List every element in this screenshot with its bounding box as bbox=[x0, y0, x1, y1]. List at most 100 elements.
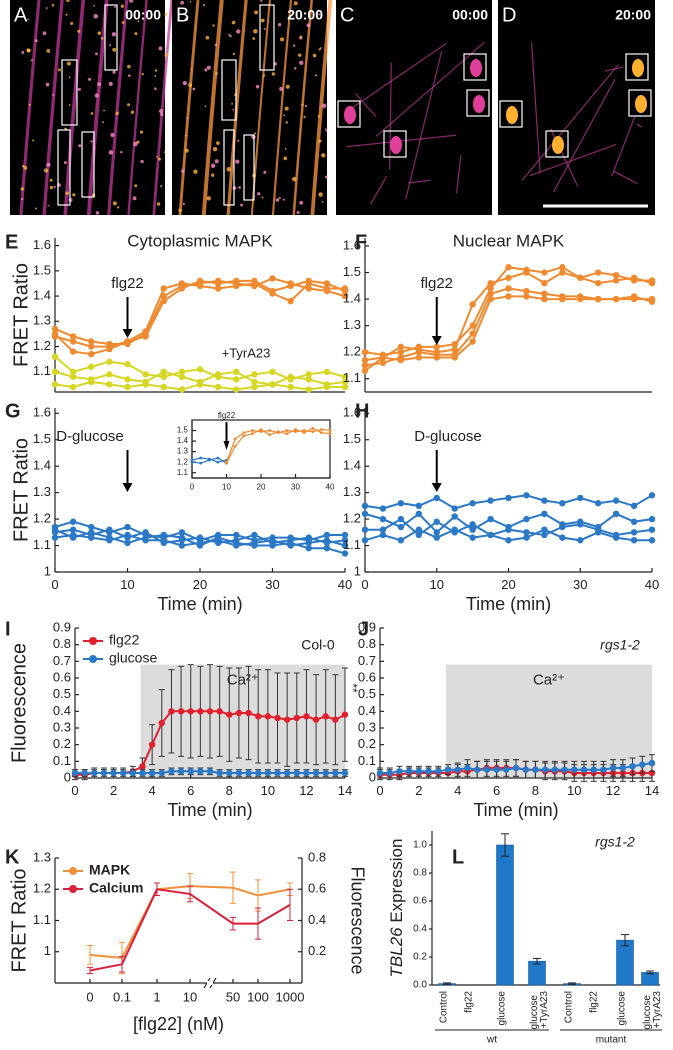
data-point bbox=[71, 769, 79, 777]
signal-speck bbox=[134, 184, 138, 188]
x-tick-label: 10 bbox=[183, 989, 197, 1004]
signal-speck bbox=[303, 115, 306, 119]
legend-label: glucose bbox=[109, 650, 157, 666]
y-tick-label: 0.8 bbox=[53, 636, 71, 651]
data-point bbox=[160, 297, 167, 305]
data-point bbox=[493, 766, 500, 773]
signal-speck bbox=[132, 196, 137, 201]
data-point bbox=[361, 510, 369, 518]
data-point bbox=[594, 279, 602, 287]
signal-speck bbox=[318, 13, 321, 16]
y-tick-label: 1.3 bbox=[33, 484, 51, 499]
y-tick-label: 0 bbox=[64, 769, 71, 784]
signal-speck bbox=[325, 129, 328, 132]
signal-speck bbox=[297, 53, 302, 57]
data-point bbox=[469, 526, 476, 533]
data-point bbox=[142, 529, 149, 536]
y-tick-label: 1.3 bbox=[177, 447, 189, 456]
data-point bbox=[505, 526, 512, 533]
data-point bbox=[196, 534, 204, 541]
signal-speck bbox=[232, 108, 235, 111]
data-point bbox=[91, 769, 98, 777]
data-point bbox=[124, 376, 131, 383]
data-point bbox=[323, 285, 331, 292]
timestamp: 00:00 bbox=[125, 7, 161, 23]
cell-signal bbox=[552, 78, 616, 193]
data-point bbox=[139, 763, 146, 770]
signal-speck bbox=[77, 29, 81, 33]
signal-speck bbox=[193, 169, 198, 174]
data-point bbox=[196, 366, 204, 373]
data-point bbox=[523, 492, 530, 499]
signal-speck bbox=[127, 103, 131, 107]
data-point bbox=[88, 534, 95, 541]
data-point bbox=[287, 297, 294, 305]
data-point bbox=[332, 716, 339, 723]
signal-speck bbox=[94, 93, 99, 98]
data-point bbox=[178, 373, 186, 381]
data-point bbox=[612, 295, 620, 303]
data-point bbox=[285, 429, 289, 432]
signal-speck bbox=[78, 144, 82, 148]
data-point bbox=[196, 381, 204, 388]
data-point bbox=[196, 542, 204, 549]
series-line bbox=[364, 295, 652, 372]
signal-speck bbox=[115, 111, 119, 116]
data-point bbox=[269, 381, 276, 388]
signal-speck bbox=[192, 87, 196, 91]
data-point bbox=[505, 274, 512, 282]
data-point bbox=[303, 769, 310, 777]
y-tick-label: 0.3 bbox=[53, 719, 71, 734]
x-tick-label: 4 bbox=[149, 783, 156, 798]
y-tick-label: 0.2 bbox=[358, 736, 376, 751]
signal-speck bbox=[317, 115, 321, 118]
x-tick-label: 0 bbox=[190, 482, 195, 491]
data-point bbox=[142, 371, 149, 378]
data-point bbox=[594, 529, 602, 536]
x-tick-label: 20 bbox=[193, 577, 207, 592]
nucleus bbox=[552, 136, 564, 154]
data-point bbox=[245, 769, 252, 777]
data-point bbox=[177, 708, 185, 715]
y-tick-label: 1 bbox=[354, 563, 361, 578]
y-tick-label: 1.5 bbox=[177, 426, 189, 435]
data-point bbox=[379, 515, 387, 523]
x-tick-label: 40 bbox=[326, 482, 335, 491]
data-point bbox=[160, 373, 167, 381]
nucleus bbox=[635, 95, 647, 113]
data-point bbox=[69, 333, 77, 340]
data-point bbox=[361, 356, 369, 364]
signal-speck bbox=[184, 17, 188, 22]
signal-speck bbox=[46, 162, 51, 167]
chart-title: Nuclear MAPK bbox=[453, 231, 565, 250]
signal-speck bbox=[294, 67, 297, 70]
cell-signal bbox=[636, 123, 643, 128]
signal-speck bbox=[180, 0, 185, 5]
cell-signal bbox=[347, 42, 447, 112]
signal-speck bbox=[236, 29, 241, 34]
y-tick-label: 1.6 bbox=[343, 237, 361, 252]
data-point bbox=[214, 280, 222, 287]
roi-box bbox=[221, 59, 237, 121]
y-tick-label: 0.7 bbox=[358, 653, 376, 668]
data-point bbox=[405, 768, 413, 775]
x-tick-label: 30 bbox=[573, 577, 587, 592]
data-point bbox=[619, 764, 627, 772]
data-point bbox=[541, 766, 549, 773]
arrow-head bbox=[122, 483, 133, 492]
data-point bbox=[487, 497, 494, 504]
y-tick-label: 0.9 bbox=[53, 619, 71, 634]
cell-wall-signal bbox=[107, 0, 129, 216]
data-point bbox=[541, 290, 548, 297]
signal-speck bbox=[257, 192, 261, 196]
signal-speck bbox=[211, 173, 215, 177]
data-point bbox=[319, 431, 323, 435]
data-point bbox=[648, 537, 656, 544]
data-point bbox=[302, 429, 306, 432]
data-point bbox=[469, 322, 476, 329]
data-point bbox=[106, 534, 113, 541]
data-point bbox=[559, 523, 566, 531]
data-point bbox=[88, 378, 95, 386]
y-tick-label: 1.5 bbox=[33, 262, 51, 277]
signal-speck bbox=[97, 82, 102, 87]
